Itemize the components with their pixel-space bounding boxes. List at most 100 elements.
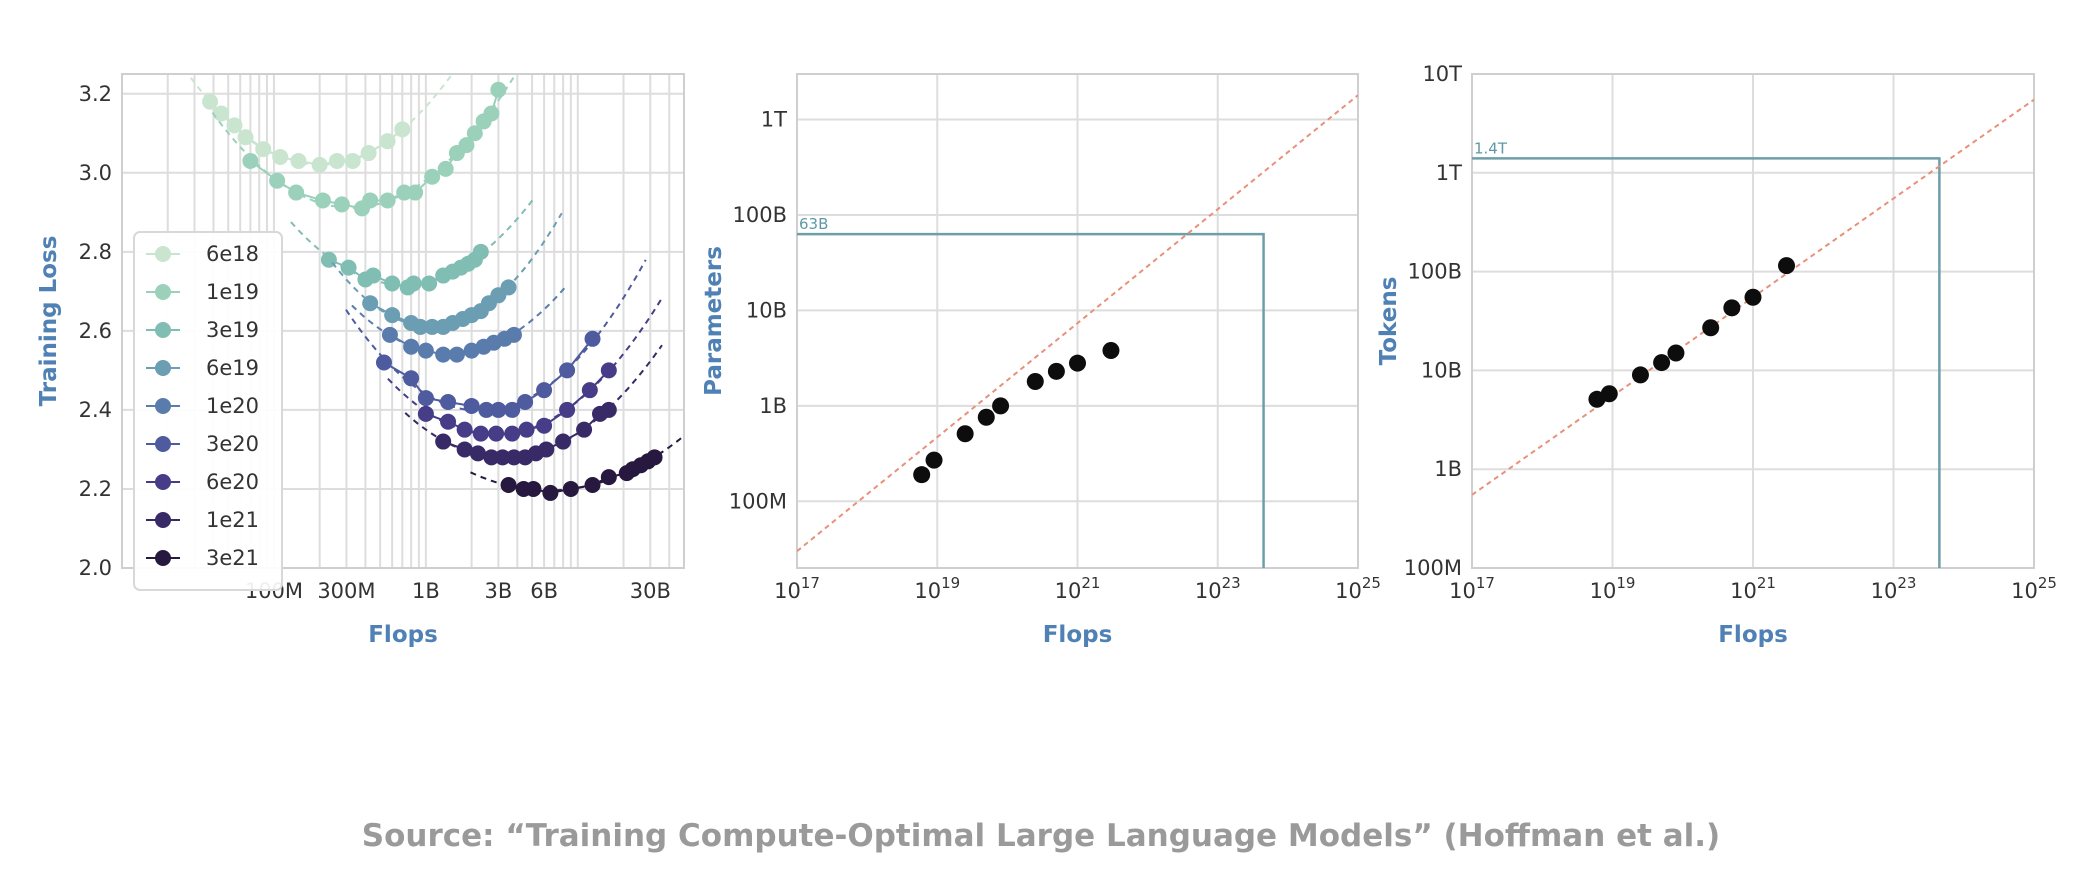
x-tick-exponent: 23 — [1897, 574, 1916, 592]
x-tick-label: 1B — [412, 579, 440, 603]
x-tick-label: 3B — [484, 579, 512, 603]
x-tick-label: 300M — [317, 579, 375, 603]
optimal-projection-line — [797, 232, 1265, 568]
data-point — [379, 192, 396, 209]
data-point — [584, 477, 601, 494]
data-point — [538, 441, 555, 458]
annotation-label: 63B — [799, 215, 828, 233]
plot-frame — [796, 73, 1359, 569]
x-tick-base: 10 — [774, 579, 801, 603]
data-point — [407, 184, 424, 201]
data-point — [1069, 354, 1086, 372]
x-tick-label: 1025 — [1335, 574, 1381, 603]
legend-swatch-marker — [155, 284, 171, 300]
plot-frame — [121, 73, 685, 569]
x-axis-label: Flops — [1043, 622, 1113, 648]
data-point — [1723, 299, 1741, 317]
x-tick-exponent: 19 — [941, 574, 960, 592]
x-tick-exponent: 25 — [1362, 574, 1381, 592]
data-point — [424, 168, 441, 185]
x-axis-label: Flops — [1718, 622, 1788, 648]
y-tick-label: 100M — [729, 489, 787, 513]
x-tick-label: 1021 — [1055, 574, 1101, 603]
data-point — [1102, 342, 1120, 360]
data-point — [375, 354, 392, 371]
x-tick-label: 6B — [530, 579, 558, 603]
data-point — [925, 451, 943, 469]
annotation-label: 1.4T — [1474, 139, 1508, 157]
data-point — [1026, 372, 1044, 390]
legend-box — [133, 231, 283, 591]
data-point — [255, 141, 272, 158]
data-point — [213, 105, 230, 122]
data-point — [1600, 385, 1618, 403]
x-tick-base: 10 — [1335, 579, 1362, 603]
legend-label: 6e18 — [206, 242, 259, 266]
data-point — [504, 401, 521, 418]
data-point — [505, 326, 522, 343]
y-tick-label: 2.2 — [79, 477, 112, 501]
data-point — [490, 401, 507, 418]
legend-label: 6e20 — [206, 470, 259, 494]
data-point — [456, 441, 473, 458]
series-fit-curve — [211, 74, 517, 209]
y-tick-label: 1T — [1436, 161, 1462, 185]
x-tick-exponent: 17 — [801, 574, 820, 592]
plot-frame — [1471, 73, 2035, 569]
data-point — [242, 152, 259, 169]
data-point — [584, 330, 601, 347]
data-point — [456, 421, 473, 438]
data-point — [269, 172, 286, 189]
data-point — [1702, 319, 1720, 337]
data-point — [437, 160, 454, 177]
data-point — [463, 397, 480, 414]
data-point — [403, 338, 420, 355]
data-point — [559, 401, 576, 418]
data-point — [328, 152, 345, 169]
data-point — [405, 275, 422, 292]
y-tick-label: 2.6 — [79, 319, 112, 343]
data-point — [412, 318, 429, 335]
data-point — [1047, 362, 1065, 380]
legend-swatch-marker — [155, 246, 171, 262]
data-point — [1778, 257, 1796, 275]
x-axis-label: Flops — [368, 622, 438, 648]
series-fit-curve — [404, 344, 663, 459]
data-point — [360, 145, 377, 162]
x-tick-base: 10 — [1195, 579, 1222, 603]
data-point — [1667, 344, 1685, 362]
y-axis-label: Parameters — [701, 246, 727, 396]
data-point — [581, 382, 598, 399]
data-point — [562, 480, 579, 497]
data-point — [1631, 366, 1649, 384]
data-point — [576, 421, 593, 438]
data-point — [542, 484, 559, 501]
data-point — [518, 421, 535, 438]
legend-label: 6e19 — [206, 356, 259, 380]
legend-label: 1e20 — [206, 394, 259, 418]
data-point — [403, 370, 420, 387]
x-tick-base: 10 — [2011, 579, 2038, 603]
x-tick-label: 1019 — [914, 574, 960, 603]
legend-swatch-marker — [155, 512, 171, 528]
x-tick-base: 10 — [1730, 579, 1757, 603]
data-point — [472, 425, 489, 442]
data-point — [290, 152, 307, 169]
data-point — [600, 469, 617, 486]
x-tick-label: 1023 — [1871, 574, 1917, 603]
data-point — [977, 408, 995, 426]
x-tick-label: 1023 — [1195, 574, 1241, 603]
x-tick-exponent: 19 — [1616, 574, 1635, 592]
data-point — [435, 346, 452, 363]
data-point — [384, 275, 401, 292]
data-point — [435, 433, 452, 450]
series-group — [186, 74, 684, 501]
y-tick-label: 10B — [746, 298, 787, 322]
data-point — [525, 480, 542, 497]
legend-swatch-marker — [155, 474, 171, 490]
data-point — [417, 342, 434, 359]
y-tick-label: 100M — [1404, 556, 1462, 580]
x-tick-label: 1019 — [1590, 574, 1636, 603]
data-point — [384, 307, 401, 324]
data-point — [500, 279, 517, 296]
